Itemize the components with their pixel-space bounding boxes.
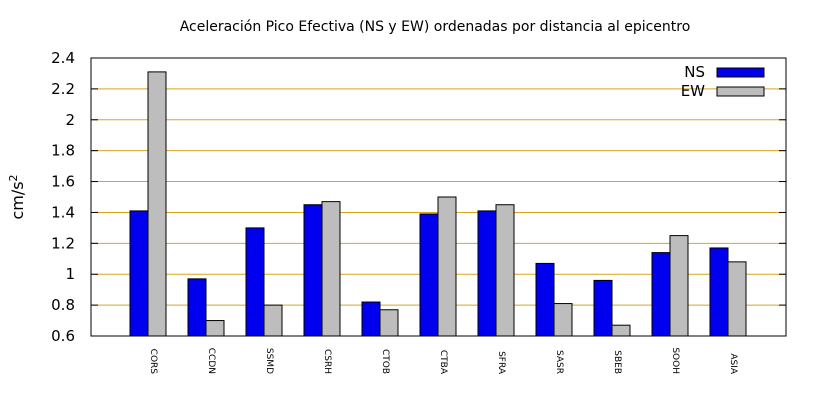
bar-ns-sasr xyxy=(535,262,555,337)
bar-ew-sfra xyxy=(495,204,515,337)
y-tick-label: 1.4 xyxy=(51,203,75,221)
bar-ew-ctob xyxy=(379,309,399,337)
bar-ew-sasr xyxy=(553,303,573,337)
y-tick-label: 1 xyxy=(65,265,75,283)
y-axis-ticks: 0.6 0.8 1 1.2 1.4 1.6 1.8 2 2.2 2.4 xyxy=(51,49,786,345)
bar-ns-ctba xyxy=(419,213,439,337)
bar-ns-ctob xyxy=(361,301,381,337)
bar-ew-sbeb xyxy=(611,324,631,337)
x-tick-label: SASR xyxy=(554,350,564,374)
x-tick-label: SFRA xyxy=(496,351,506,375)
y-tick-label: 1.8 xyxy=(51,142,75,160)
bar-ew-ctba xyxy=(437,196,457,337)
chart-title: Aceleración Pico Efectiva (NS y EW) orde… xyxy=(180,19,691,35)
bar-ns-sooh xyxy=(651,252,671,337)
x-tick-label: CCDN xyxy=(206,348,216,374)
x-axis-labels: CORS CCDN SSMD CSRH CTOB CTBA SFRA SASR SBEB SOOH… xyxy=(147,329,738,375)
bar-ew-ssmd xyxy=(263,304,283,337)
bar-ns-ssmd xyxy=(245,227,265,337)
bar-ew-asia xyxy=(727,261,747,337)
x-tick-label: CSRH xyxy=(322,349,332,374)
bar-ew-csrh xyxy=(321,201,341,337)
x-tick-label: SBEB xyxy=(612,350,622,374)
legend-swatch xyxy=(716,67,765,78)
bar-ns-asia xyxy=(709,247,729,337)
bar-ns-ccdn xyxy=(187,278,207,337)
legend-swatch xyxy=(716,86,765,97)
bar-ns-csrh xyxy=(303,204,323,337)
y-tick-label: 0.8 xyxy=(51,296,75,314)
x-tick-label: CTOB xyxy=(380,349,390,374)
y-tick-label: 2.2 xyxy=(51,80,75,98)
bar-ew-cors xyxy=(147,71,167,337)
bar-ns-cors xyxy=(129,210,149,337)
legend-label: EW xyxy=(681,82,705,100)
x-tick-label: CORS xyxy=(148,349,158,375)
bar-ew-sooh xyxy=(669,235,689,337)
x-tick-label: ASIA xyxy=(728,353,738,375)
y-axis-label: cm/s2 xyxy=(7,174,27,219)
legend-label: NS xyxy=(684,63,705,81)
y-tick-label: 0.6 xyxy=(51,327,75,345)
y-tick-label: 1.2 xyxy=(51,234,75,252)
x-tick-label: SOOH xyxy=(670,347,680,374)
bar-ns-sfra xyxy=(477,210,497,337)
x-tick-label: SSMD xyxy=(264,348,274,374)
bar-ew-ccdn xyxy=(205,320,225,337)
x-tick-label: CTBA xyxy=(438,350,448,375)
y-tick-label: 1.6 xyxy=(51,173,75,191)
bar-group xyxy=(129,71,747,337)
y-tick-label: 2.4 xyxy=(51,49,75,67)
y-tick-label: 2 xyxy=(65,111,75,129)
bar-ns-sbeb xyxy=(593,279,613,337)
